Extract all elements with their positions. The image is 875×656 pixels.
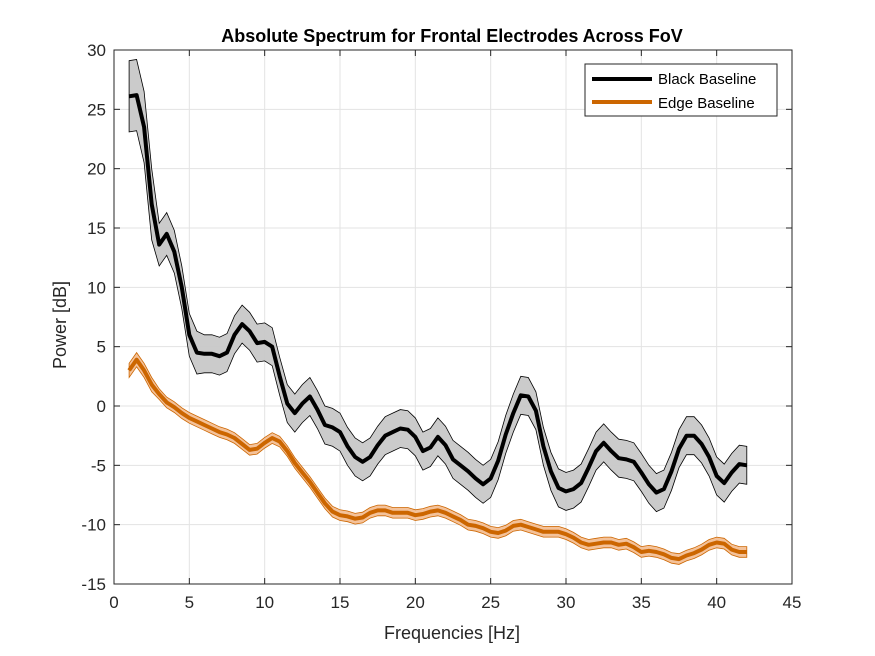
x-tick-label: 15 <box>331 593 350 612</box>
y-tick-label: 30 <box>87 41 106 60</box>
series-line-edge-baseline <box>127 357 747 562</box>
legend-label-edge-baseline: Edge Baseline <box>658 95 755 112</box>
chart-title: Absolute Spectrum for Frontal Electrodes… <box>221 26 682 46</box>
y-tick-label: 15 <box>87 219 106 238</box>
y-tick-label: -15 <box>81 575 106 594</box>
band-black-baseline <box>128 59 748 513</box>
x-tick-label: 20 <box>406 593 425 612</box>
confidence-bands <box>128 59 748 565</box>
x-tick-label: 10 <box>255 593 274 612</box>
axis-ticks <box>113 49 793 585</box>
x-axis-label: Frequencies [Hz] <box>384 623 520 643</box>
x-tick-label: 40 <box>707 593 726 612</box>
x-tick-label: 35 <box>632 593 651 612</box>
legend: Black Baseline Edge Baseline <box>584 63 778 117</box>
legend-label-black-baseline: Black Baseline <box>658 71 756 88</box>
y-tick-label: -5 <box>91 456 106 475</box>
y-tick-label: 25 <box>87 100 106 119</box>
series-lines <box>127 93 748 562</box>
y-tick-label: 0 <box>97 397 106 416</box>
band-edge-baseline <box>128 351 748 565</box>
y-tick-labels: -15 -10 -5 0 5 10 15 20 25 30 <box>81 41 106 594</box>
x-tick-label: 25 <box>481 593 500 612</box>
axes-background <box>114 50 792 584</box>
series-line-black-baseline <box>128 93 748 495</box>
axes-frame <box>113 49 793 585</box>
y-axis-label: Power [dB] <box>50 281 70 369</box>
y-tick-label: -10 <box>81 516 106 535</box>
y-tick-label: 10 <box>87 278 106 297</box>
legend-box <box>584 63 778 117</box>
y-tick-label: 20 <box>87 160 106 179</box>
x-tick-label: 5 <box>185 593 194 612</box>
x-tick-labels: 0 5 10 15 20 25 30 35 40 45 <box>109 593 801 612</box>
x-tick-label: 30 <box>557 593 576 612</box>
y-tick-label: 5 <box>97 338 106 357</box>
x-tick-label: 45 <box>783 593 802 612</box>
x-tick-label: 0 <box>109 593 118 612</box>
